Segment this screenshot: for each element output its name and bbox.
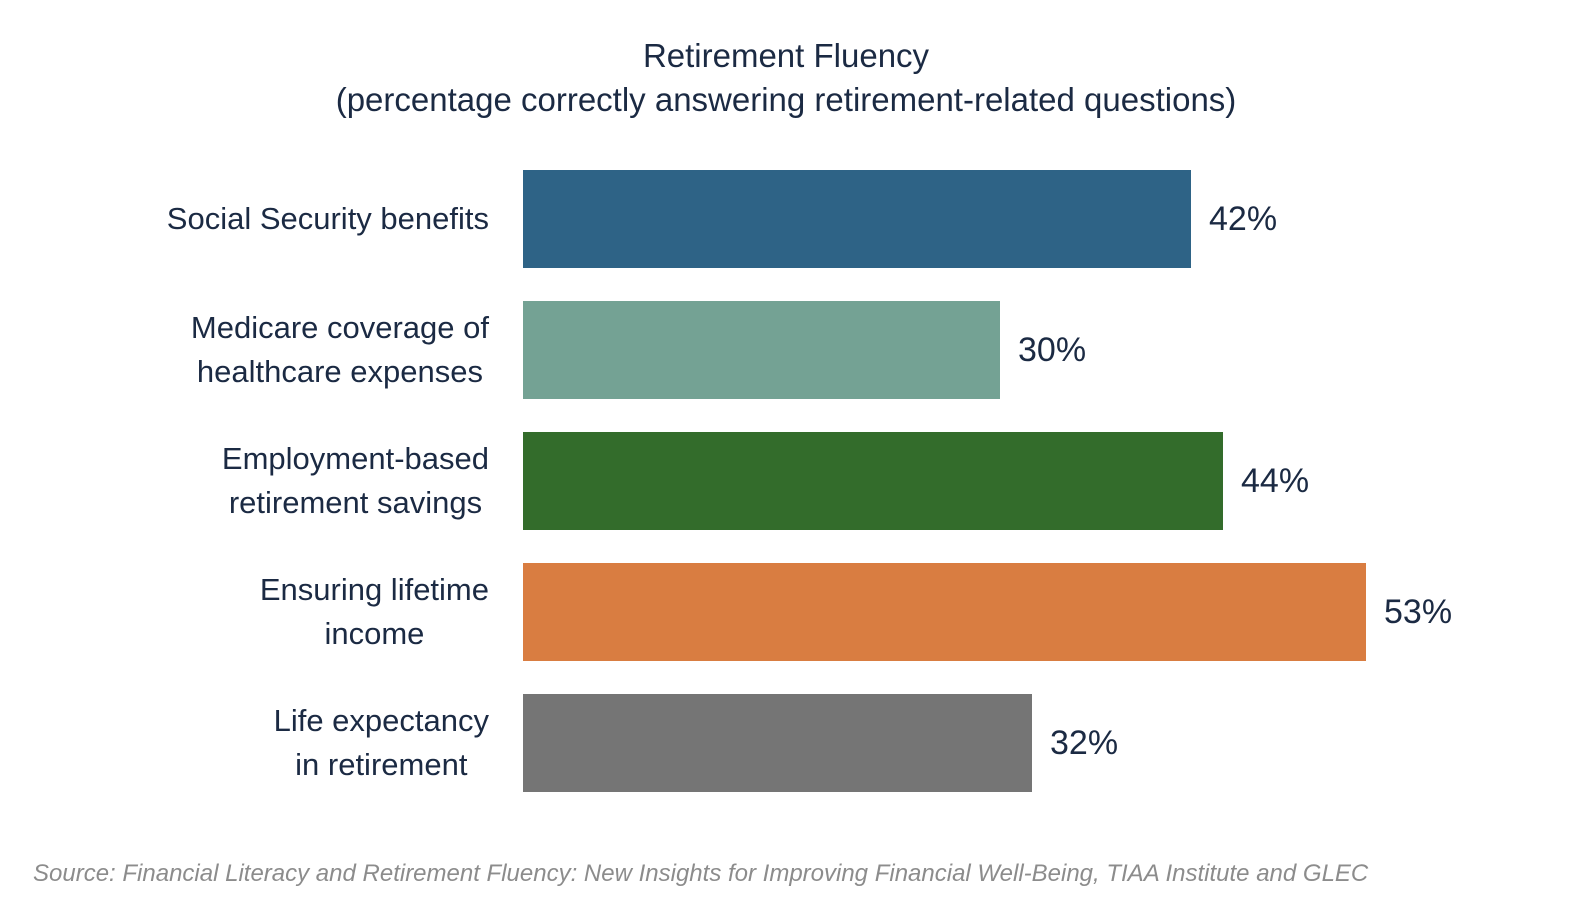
value-label: 53%	[1384, 592, 1453, 631]
category-label-text: Employment-based retirement savings	[221, 441, 489, 520]
category-label-text: Life expectancy in retirement	[273, 703, 489, 782]
bar-wrap: 53%	[523, 563, 1452, 661]
chart-subtitle: (percentage correctly answering retireme…	[335, 81, 1237, 118]
bar-row: Social Security benefits 42%	[0, 170, 1572, 268]
bar	[523, 694, 1032, 792]
category-label: Medicare coverage of healthcare expenses	[0, 306, 489, 394]
source-note: Source: Financial Literacy and Retiremen…	[33, 860, 1369, 887]
bar	[523, 301, 1000, 399]
bar-row: Medicare coverage of healthcare expenses …	[0, 301, 1572, 399]
bar-rows: Social Security benefits 42% Medicare co…	[0, 170, 1572, 792]
bar	[523, 432, 1223, 530]
value-label: 42%	[1209, 199, 1278, 238]
bar-wrap: 44%	[523, 432, 1309, 530]
chart-title-block: Retirement Fluency (percentage correctly…	[0, 0, 1572, 122]
category-label-text: Social Security benefits	[166, 201, 489, 236]
category-label: Life expectancy in retirement	[0, 699, 489, 787]
value-label: 30%	[1018, 330, 1087, 369]
bar-wrap: 42%	[523, 170, 1277, 268]
chart-title: Retirement Fluency	[642, 37, 930, 74]
category-label-text: Ensuring lifetime income	[259, 572, 489, 651]
bar-wrap: 30%	[523, 301, 1086, 399]
bar-wrap: 32%	[523, 694, 1118, 792]
bar	[523, 563, 1366, 661]
category-label-text: Medicare coverage of healthcare expenses	[190, 310, 489, 389]
category-label: Social Security benefits	[0, 197, 489, 241]
bar-row: Employment-based retirement savings 44%	[0, 432, 1572, 530]
bar-row: Ensuring lifetime income 53%	[0, 563, 1572, 661]
category-label: Ensuring lifetime income	[0, 568, 489, 656]
category-label: Employment-based retirement savings	[0, 437, 489, 525]
bar-row: Life expectancy in retirement 32%	[0, 694, 1572, 792]
bar	[523, 170, 1191, 268]
value-label: 44%	[1241, 461, 1310, 500]
value-label: 32%	[1050, 723, 1119, 762]
